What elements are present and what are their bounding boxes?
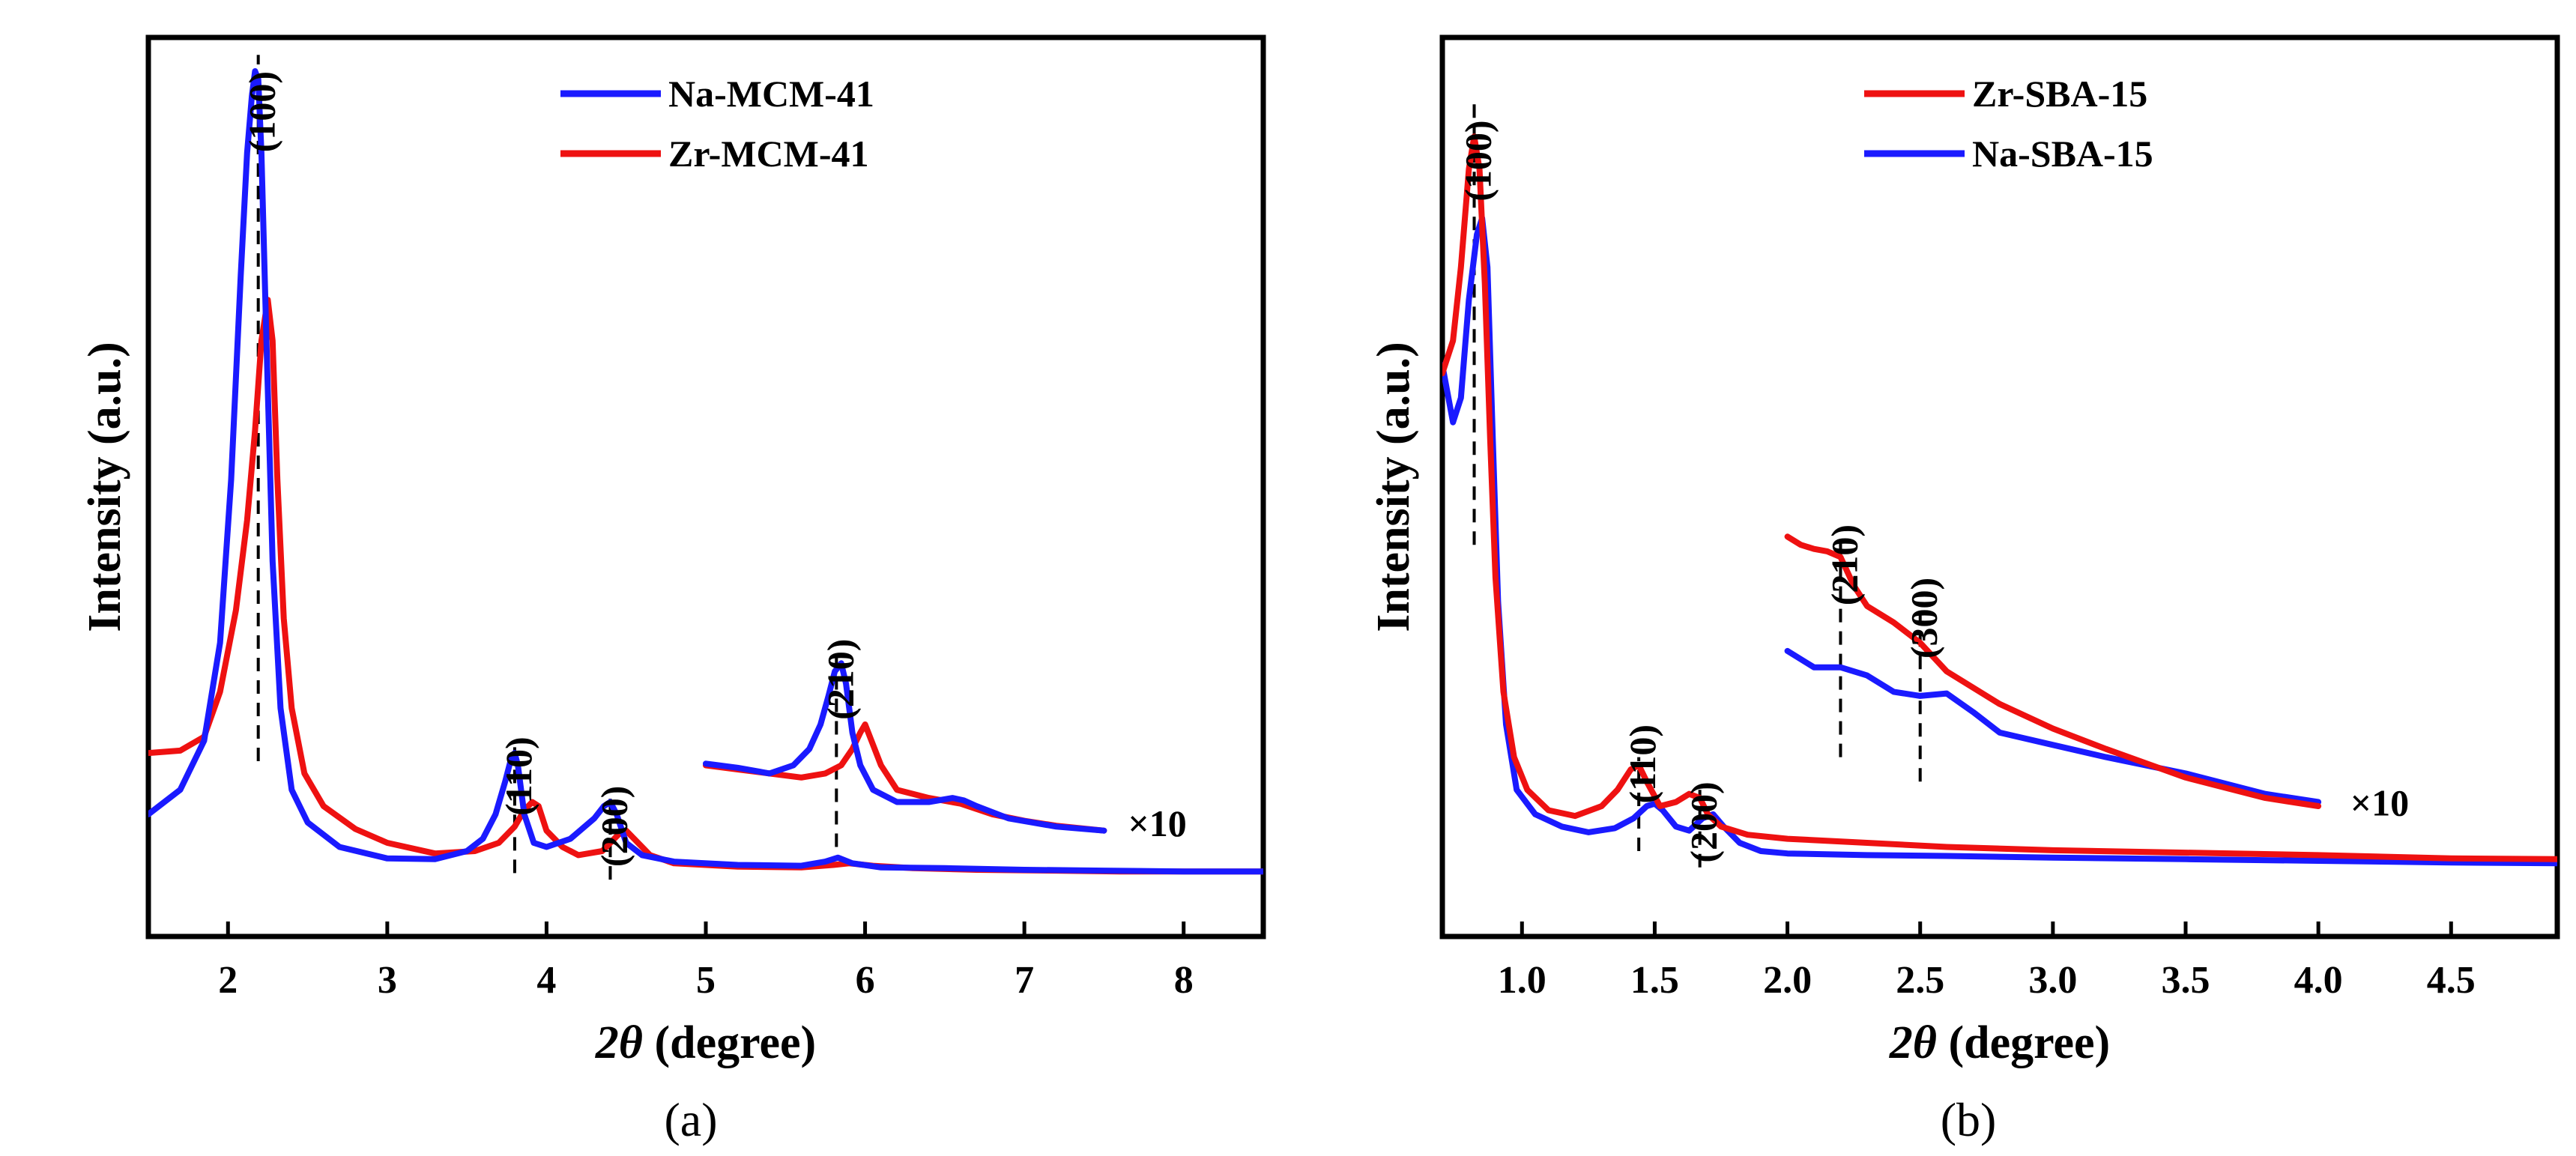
plot-frame <box>1439 34 2560 939</box>
peak-label-100: (100) <box>1457 120 1499 201</box>
legend-label-zr-mcm-41: Zr-MCM-41 <box>668 133 868 175</box>
peak-label-210: (210) <box>819 639 861 720</box>
x-tick-label: 1.0 <box>1498 959 1546 1002</box>
x-tick-label: 4.5 <box>2427 959 2476 1002</box>
x-axis-title-unit: (degree) <box>1937 1017 2110 1068</box>
x-tick-label: 3 <box>378 959 397 1002</box>
series-line-zr-mcm-41-x10 <box>703 721 1107 834</box>
x-tick-label: 4 <box>536 959 556 1002</box>
x-axis-title: 2θ (degree) <box>595 1017 816 1068</box>
scale-annotation: ×10 <box>2350 782 2410 824</box>
series-line-na-sba-15 <box>1442 215 2557 867</box>
y-axis-title: Intensity (a.u.) <box>1368 342 1419 632</box>
x-tick-label: 7 <box>1015 959 1034 1002</box>
peak-label-200: (200) <box>593 786 635 867</box>
x-tick-label: 2 <box>218 959 238 1002</box>
series-line-zr-sba-15-x10 <box>1784 533 2322 809</box>
x-tick-label: 1.5 <box>1630 959 1679 1002</box>
x-axis-title-unit: (degree) <box>643 1017 816 1068</box>
plot-area: 2 3 4 5 6 7 8 (100) (110) (200) (210) ×10 <box>148 55 1263 1002</box>
x-tick-label: 2.5 <box>1896 959 1944 1002</box>
y-axis-title: Intensity (a.u.) <box>79 342 130 632</box>
peak-label-110: (110) <box>1621 724 1663 804</box>
panel-label: (b) <box>1941 1093 1997 1146</box>
scale-annotation: ×10 <box>1128 802 1187 844</box>
x-tick-label: 4.0 <box>2294 959 2343 1002</box>
legend: Zr-SBA-15 Na-SBA-15 <box>1864 73 2153 175</box>
panel-b: 1.0 1.5 2.0 2.5 3.0 3.5 4.0 4.5 (100) (110) (200) (… <box>1368 34 2560 1146</box>
plot-area: 1.0 1.5 2.0 2.5 3.0 3.5 4.0 4.5 (100) (110) (200) (… <box>1442 95 2557 1002</box>
series-line-na-mcm-41 <box>148 68 1263 875</box>
legend-label-na-mcm-41: Na-MCM-41 <box>668 73 874 115</box>
x-tick-label: 6 <box>856 959 875 1002</box>
peak-label-210: (210) <box>1823 524 1865 605</box>
x-axis-title-symbol: 2θ <box>1889 1017 1937 1068</box>
series-line-zr-mcm-41 <box>148 297 1263 875</box>
legend-label-zr-sba-15: Zr-SBA-15 <box>1972 73 2147 115</box>
x-tick-label: 3.5 <box>2162 959 2210 1002</box>
x-tick-label: 3.0 <box>2028 959 2077 1002</box>
peak-label-300: (300) <box>1903 578 1945 659</box>
panel-a: 2 3 4 5 6 7 8 (100) (110) (200) (210) ×10 2θ (degre… <box>79 34 1266 1146</box>
peak-label-110: (110) <box>498 736 539 816</box>
x-tick-label: 5 <box>696 959 716 1002</box>
x-tick-label: 8 <box>1174 959 1194 1002</box>
legend-label-na-sba-15: Na-SBA-15 <box>1972 133 2153 175</box>
series-line-na-mcm-41-x10 <box>703 660 1107 834</box>
series-line-zr-sba-15 <box>1442 133 2557 862</box>
peak-label-200: (200) <box>1683 781 1725 862</box>
x-axis-title-symbol: 2θ <box>595 1017 643 1068</box>
x-axis-title: 2θ (degree) <box>1889 1017 2110 1068</box>
panel-label: (a) <box>664 1093 717 1146</box>
legend: Na-MCM-41 Zr-MCM-41 <box>560 73 874 175</box>
x-tick-label: 2.0 <box>1763 959 1812 1002</box>
peak-label-100: (100) <box>241 71 283 152</box>
